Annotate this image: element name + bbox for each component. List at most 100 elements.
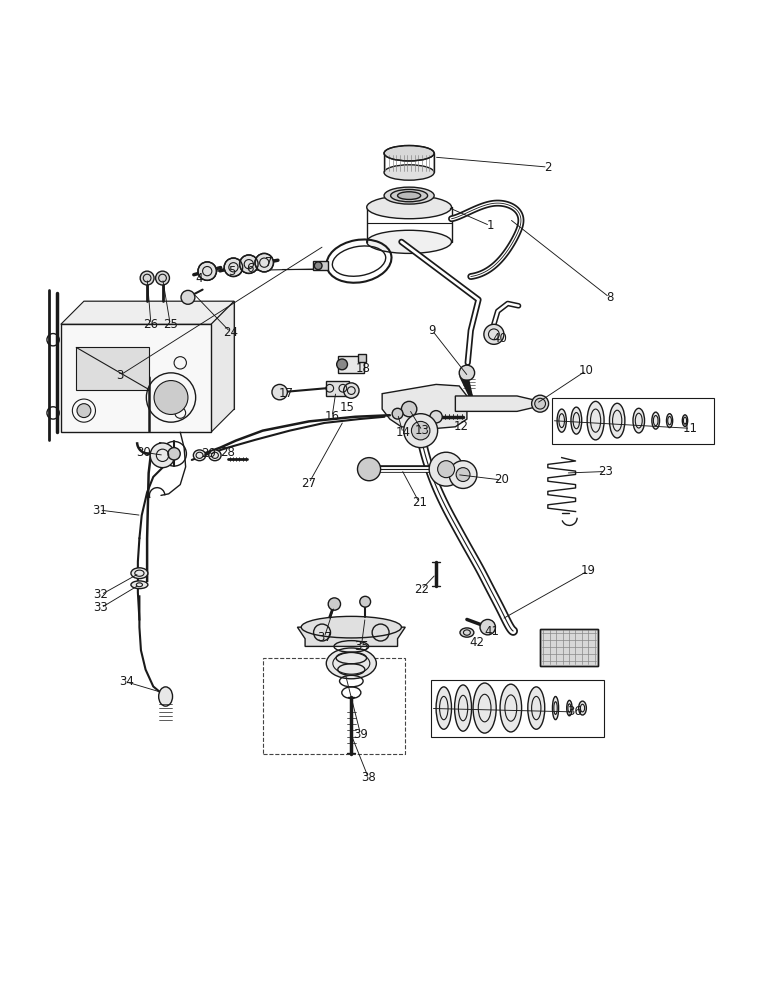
Bar [61, 324, 211, 432]
Text: 42: 42 [469, 636, 485, 649]
Circle shape [314, 262, 322, 270]
Ellipse shape [159, 687, 172, 706]
Bar [338, 356, 364, 373]
Ellipse shape [571, 407, 582, 434]
Text: 22: 22 [414, 583, 429, 596]
Ellipse shape [131, 581, 148, 589]
Circle shape [344, 383, 359, 398]
Text: 9: 9 [428, 324, 436, 337]
Ellipse shape [384, 146, 434, 161]
Ellipse shape [666, 414, 672, 428]
Ellipse shape [633, 408, 645, 433]
Ellipse shape [557, 409, 567, 432]
Ellipse shape [367, 196, 452, 219]
Text: 32: 32 [93, 588, 108, 601]
Circle shape [156, 271, 170, 285]
Ellipse shape [473, 683, 496, 733]
Text: 36: 36 [567, 705, 582, 718]
Bar [540, 629, 598, 666]
Bar [76, 347, 150, 390]
Text: 16: 16 [324, 410, 340, 423]
Ellipse shape [500, 684, 522, 732]
Circle shape [401, 401, 417, 417]
Circle shape [404, 414, 438, 448]
Circle shape [484, 324, 504, 344]
Text: 12: 12 [454, 420, 469, 433]
Circle shape [459, 365, 475, 381]
Text: 8: 8 [606, 291, 613, 304]
Polygon shape [382, 384, 467, 429]
Text: 6: 6 [245, 262, 253, 275]
Ellipse shape [384, 187, 434, 204]
Bar [313, 261, 328, 270]
Text: 4: 4 [196, 272, 203, 285]
Circle shape [141, 271, 154, 285]
Circle shape [154, 381, 188, 414]
Text: 2: 2 [544, 161, 551, 174]
Ellipse shape [567, 700, 572, 716]
Circle shape [224, 258, 242, 277]
Text: 39: 39 [353, 728, 368, 741]
Circle shape [198, 262, 216, 280]
Bar [540, 629, 598, 666]
Text: 27: 27 [301, 477, 317, 490]
Text: 3: 3 [117, 369, 124, 382]
Text: 40: 40 [493, 332, 507, 345]
Ellipse shape [455, 685, 472, 731]
Text: 11: 11 [683, 422, 698, 435]
Text: 10: 10 [579, 364, 594, 377]
Bar [552, 398, 713, 444]
Polygon shape [211, 301, 234, 432]
Circle shape [239, 255, 258, 273]
Ellipse shape [327, 648, 377, 679]
Circle shape [449, 461, 477, 488]
Circle shape [168, 448, 180, 460]
Bar [84, 301, 234, 409]
Text: 33: 33 [93, 601, 108, 614]
Polygon shape [297, 627, 405, 646]
Circle shape [337, 359, 347, 370]
Text: 29: 29 [201, 447, 216, 460]
Ellipse shape [131, 568, 148, 579]
Text: 38: 38 [361, 771, 376, 784]
Text: 30: 30 [136, 446, 151, 459]
Text: 35: 35 [354, 640, 369, 653]
Ellipse shape [682, 415, 688, 426]
Ellipse shape [528, 687, 545, 729]
Text: 14: 14 [395, 426, 411, 439]
Circle shape [411, 421, 430, 440]
Text: 13: 13 [415, 424, 430, 437]
Text: 15: 15 [340, 401, 355, 414]
Ellipse shape [609, 403, 625, 438]
Text: 17: 17 [279, 387, 293, 400]
Text: 37: 37 [317, 631, 332, 644]
Text: 41: 41 [485, 625, 499, 638]
Circle shape [328, 598, 340, 610]
Text: 1: 1 [486, 219, 494, 232]
Circle shape [480, 619, 496, 635]
Ellipse shape [384, 165, 434, 180]
Text: 18: 18 [355, 362, 371, 375]
Circle shape [456, 468, 470, 482]
Ellipse shape [367, 230, 452, 253]
Ellipse shape [460, 628, 474, 637]
Text: 23: 23 [598, 465, 613, 478]
Ellipse shape [208, 450, 221, 461]
Ellipse shape [579, 701, 587, 715]
Polygon shape [455, 396, 540, 411]
Ellipse shape [301, 616, 401, 638]
Ellipse shape [553, 697, 559, 720]
Text: 19: 19 [581, 564, 595, 577]
Ellipse shape [532, 395, 549, 412]
Polygon shape [61, 301, 234, 324]
Ellipse shape [398, 192, 421, 199]
Circle shape [392, 408, 403, 419]
Circle shape [438, 461, 455, 478]
Circle shape [272, 384, 287, 400]
Circle shape [429, 452, 463, 486]
Circle shape [357, 458, 381, 481]
Bar [431, 680, 604, 737]
Text: 26: 26 [144, 318, 158, 331]
Ellipse shape [436, 687, 452, 729]
Text: 25: 25 [163, 318, 178, 331]
